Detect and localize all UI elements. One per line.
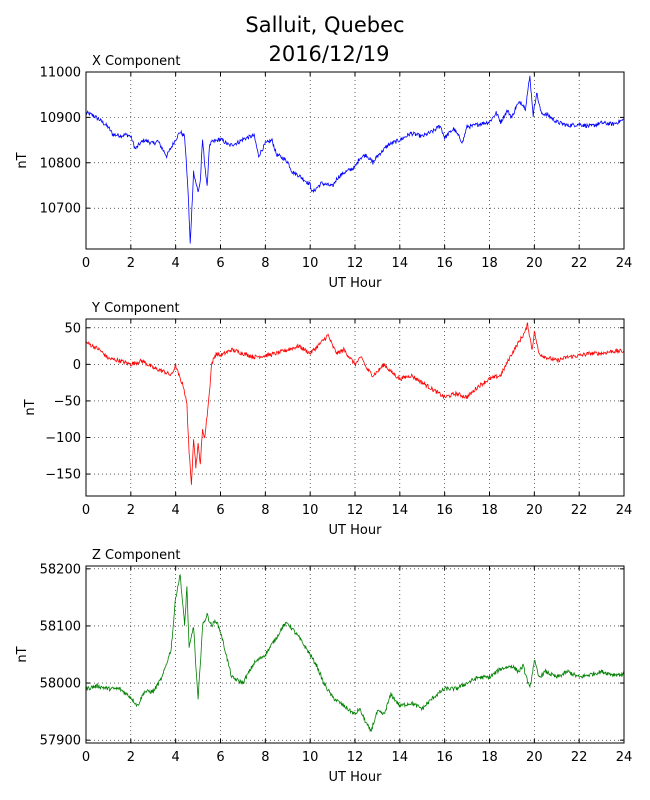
series-line (85, 574, 625, 733)
subplot-title: Y Component (91, 301, 180, 316)
x-tick-label: 4 (172, 256, 180, 271)
x-axis-label: UT Hour (329, 523, 383, 538)
series-line (85, 322, 625, 485)
y-axis-label: nT (15, 646, 30, 662)
x-tick-label: 8 (261, 256, 269, 271)
figure-title-line1: Salluit, Quebec (245, 13, 404, 37)
x-tick-label: 12 (347, 256, 364, 271)
y-tick-label: 0 (73, 358, 81, 373)
y-tick-label: 58100 (40, 619, 81, 634)
x-tick-label: 10 (302, 750, 319, 765)
y-tick-label: 11000 (40, 66, 81, 81)
x-tick-label: 6 (216, 256, 224, 271)
series-line (85, 75, 625, 244)
x-tick-label: 2 (127, 750, 135, 765)
chart-panels: 0 2 4 6 8 10 12 14 16 18 20 22 241070010800109001100… (15, 54, 632, 785)
x-tick-label: 20 (526, 256, 543, 271)
x-tick-label: 0 (82, 750, 90, 765)
x-tick-label: 24 (616, 256, 633, 271)
x-tick-label: 10 (302, 503, 319, 518)
x-tick-label: 16 (436, 750, 453, 765)
x-tick-label: 14 (392, 750, 409, 765)
y-tick-label: 50 (64, 321, 81, 336)
x-tick-label: 0 (82, 256, 90, 271)
y-tick-label: 58000 (40, 677, 81, 692)
y-tick-label: 57900 (40, 734, 81, 749)
x-tick-label: 16 (436, 503, 453, 518)
x-tick-label: 24 (616, 503, 633, 518)
x-tick-label: 4 (172, 503, 180, 518)
x-tick-label: 22 (571, 503, 588, 518)
y-tick-label: 10800 (40, 156, 81, 171)
x-tick-label: 12 (347, 750, 364, 765)
x-tick-label: 20 (526, 750, 543, 765)
x-tick-label: 18 (481, 256, 498, 271)
x-tick-label: 2 (127, 503, 135, 518)
subplot-title: Z Component (92, 548, 181, 563)
x-tick-label: 16 (436, 256, 453, 271)
y-tick-label: −100 (45, 431, 81, 446)
x-tick-label: 12 (347, 503, 364, 518)
x-tick-label: 20 (526, 503, 543, 518)
y-axis-label: nT (15, 152, 30, 168)
chart-panel-3: 0 2 4 6 8 10 12 14 16 18 20 22 245790058000581005820… (15, 548, 632, 785)
y-tick-label: −50 (54, 394, 81, 409)
x-axis-label: UT Hour (329, 770, 383, 785)
x-axis-label: UT Hour (329, 276, 383, 291)
x-tick-label: 22 (571, 750, 588, 765)
x-tick-label: 14 (392, 503, 409, 518)
x-tick-label: 6 (216, 503, 224, 518)
x-tick-label: 6 (216, 750, 224, 765)
x-tick-label: 22 (571, 256, 588, 271)
y-tick-label: 58200 (40, 562, 81, 577)
y-axis-label: nT (23, 399, 38, 415)
x-tick-label: 8 (261, 503, 269, 518)
x-tick-label: 24 (616, 750, 633, 765)
x-tick-label: 14 (392, 256, 409, 271)
y-tick-label: 10900 (40, 111, 81, 126)
subplot-title: X Component (92, 54, 181, 69)
x-tick-label: 0 (82, 503, 90, 518)
x-tick-label: 4 (172, 750, 180, 765)
y-tick-label: 10700 (40, 202, 81, 217)
chart-panel-1: 0 2 4 6 8 10 12 14 16 18 20 22 241070010800109001100… (15, 54, 632, 291)
x-tick-label: 18 (481, 750, 498, 765)
y-tick-label: −150 (45, 468, 81, 483)
x-tick-label: 10 (302, 256, 319, 271)
figure-title-line2: 2016/12/19 (268, 42, 389, 66)
x-tick-label: 18 (481, 503, 498, 518)
x-tick-label: 2 (127, 256, 135, 271)
x-tick-label: 8 (261, 750, 269, 765)
